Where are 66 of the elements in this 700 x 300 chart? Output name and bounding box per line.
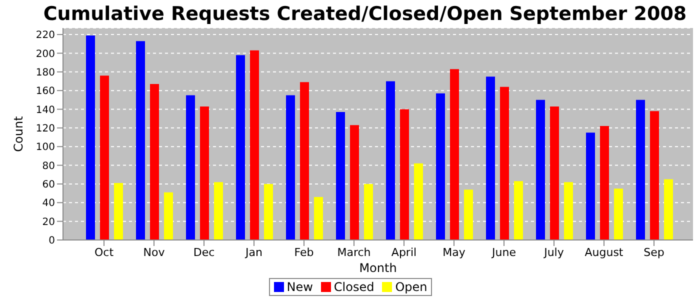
x-tick-label: August: [584, 246, 624, 259]
bar: [350, 125, 359, 240]
bar: [364, 184, 373, 240]
x-tick-label: March: [337, 246, 371, 259]
bar: [86, 35, 95, 240]
x-tick-label: Feb: [294, 246, 314, 259]
y-tick-label: 100: [36, 142, 55, 154]
y-tick-label: 40: [42, 198, 55, 210]
y-tick-label: 0: [48, 236, 55, 247]
bar: [150, 84, 159, 240]
bar: [450, 69, 459, 240]
bar: [286, 95, 295, 240]
x-tick-label: June: [491, 246, 516, 259]
y-tick-label: 80: [42, 160, 55, 172]
y-tick-label: 20: [42, 216, 55, 228]
legend-label: Open: [394, 280, 428, 294]
y-axis-title: Count: [11, 116, 26, 152]
bar: [650, 111, 659, 240]
x-tick-label: Dec: [193, 246, 215, 259]
bar: [464, 190, 473, 240]
legend-label: Closed: [332, 280, 374, 294]
bar: [136, 41, 145, 240]
bar: [164, 192, 173, 240]
x-tick-label: Nov: [143, 246, 166, 259]
bar: [600, 126, 609, 240]
x-tick-label: Jan: [244, 246, 262, 259]
bar: [664, 179, 673, 240]
bar: [250, 50, 259, 240]
bar: [314, 197, 323, 240]
bar: [400, 109, 409, 240]
bar: [100, 76, 109, 240]
y-tick-label: 160: [36, 86, 55, 98]
x-tick-label: Oct: [94, 246, 114, 259]
x-tick-label: Sep: [644, 246, 664, 259]
bar: [386, 81, 395, 240]
bar: [336, 112, 345, 240]
y-tick-label: 120: [36, 123, 55, 134]
legend-label: New: [286, 280, 313, 294]
bar: [114, 183, 123, 240]
bar: [636, 100, 645, 240]
bar: [536, 100, 545, 240]
bar: [264, 184, 273, 240]
bar: [236, 55, 245, 240]
x-tick-label: July: [543, 246, 564, 259]
y-tick-label: 140: [36, 104, 55, 116]
bar: [586, 132, 595, 240]
y-tick-label: 220: [36, 30, 55, 42]
y-tick-label: 180: [36, 67, 55, 78]
bar: [500, 86, 509, 240]
bar: [200, 106, 209, 240]
bar: [300, 82, 309, 240]
bar: [564, 182, 573, 240]
bar: [214, 182, 223, 240]
y-tick-label: 60: [42, 180, 55, 191]
bar: [414, 163, 423, 240]
bar: [186, 95, 195, 240]
chart-title: Cumulative Requests Created/Closed/Open September 2008: [42, 2, 688, 27]
bar: [436, 93, 445, 240]
bar: [614, 188, 623, 240]
x-tick-label: April: [391, 246, 417, 259]
bar: [486, 76, 495, 240]
y-tick-label: 200: [36, 48, 55, 60]
bar: [514, 181, 523, 240]
x-axis-title: Month: [359, 261, 397, 275]
x-tick-label: May: [442, 246, 466, 259]
bar: [550, 106, 559, 240]
